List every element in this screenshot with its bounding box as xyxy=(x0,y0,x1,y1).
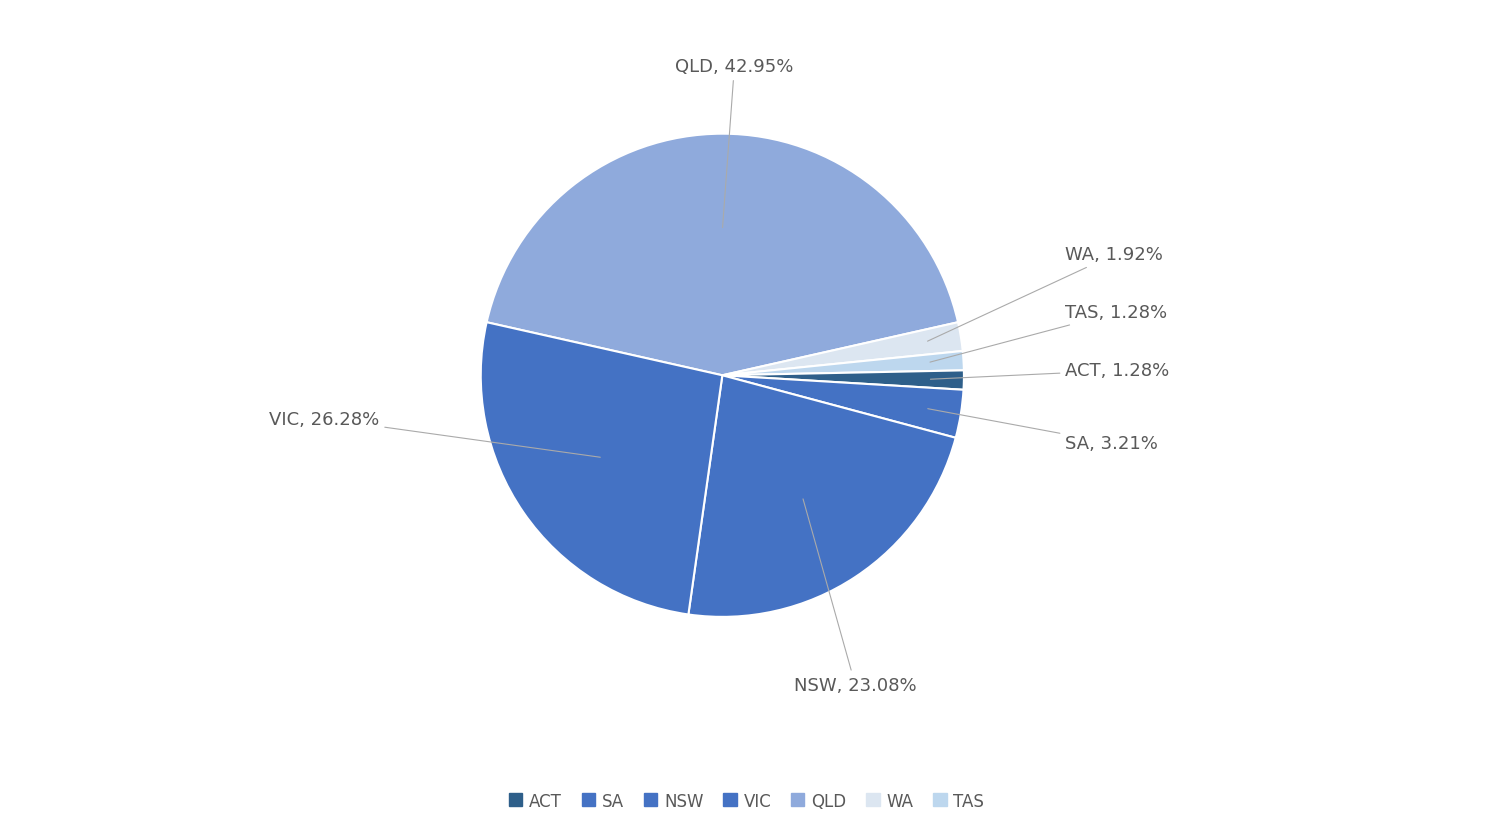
Wedge shape xyxy=(723,376,963,438)
Text: ACT, 1.28%: ACT, 1.28% xyxy=(930,362,1169,380)
Wedge shape xyxy=(688,376,956,618)
Wedge shape xyxy=(723,323,963,376)
Legend: ACT, SA, NSW, VIC, QLD, WA, TAS: ACT, SA, NSW, VIC, QLD, WA, TAS xyxy=(502,785,991,817)
Wedge shape xyxy=(487,134,959,376)
Text: NSW, 23.08%: NSW, 23.08% xyxy=(794,500,917,694)
Wedge shape xyxy=(723,371,964,391)
Text: SA, 3.21%: SA, 3.21% xyxy=(927,410,1159,452)
Text: TAS, 1.28%: TAS, 1.28% xyxy=(930,304,1168,363)
Text: QLD, 42.95%: QLD, 42.95% xyxy=(675,58,794,229)
Text: WA, 1.92%: WA, 1.92% xyxy=(927,247,1163,342)
Wedge shape xyxy=(481,323,723,615)
Wedge shape xyxy=(723,351,964,376)
Text: VIC, 26.28%: VIC, 26.28% xyxy=(269,410,600,458)
